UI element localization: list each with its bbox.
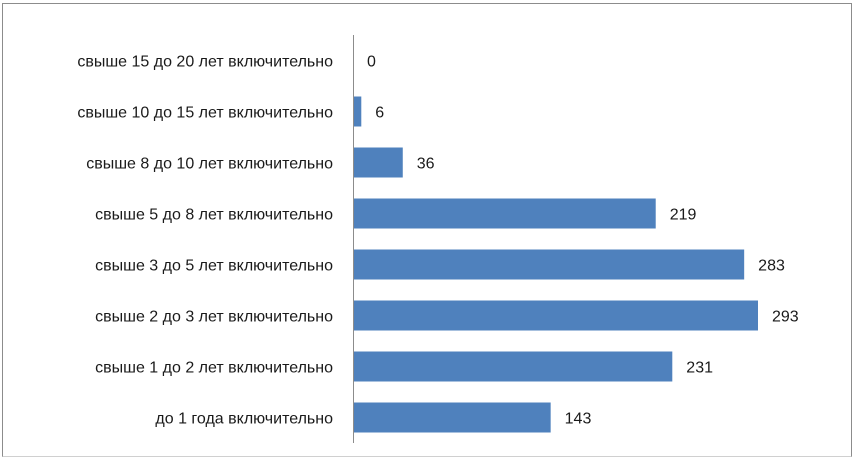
value-labels-group: 143 231 293 283 219 36 6 0 [367,54,799,428]
category-label-5: свыше 8 до 10 лет включительно [86,156,333,173]
category-label-2: свыше 2 до 3 лет включительно [95,309,333,326]
category-labels-group: до 1 года включительно свыше 1 до 2 лет в… [77,54,333,428]
bar-4 [353,198,656,229]
value-label-3: 283 [758,258,785,275]
bars-group [353,96,758,433]
category-label-3: свыше 3 до 5 лет включительно [95,258,333,275]
category-label-0: до 1 года включительно [155,411,333,428]
bar-5 [353,147,403,178]
category-label-4: свыше 5 до 8 лет включительно [95,207,333,224]
value-label-0: 143 [565,411,592,428]
value-label-1: 231 [686,360,713,377]
category-label-6: свыше 10 до 15 лет включительно [77,105,333,122]
bar-1 [353,351,673,382]
value-label-4: 219 [670,207,697,224]
bar-0 [353,402,551,433]
bar-3 [353,249,745,280]
category-label-7: свыше 15 до 20 лет включительно [77,54,333,71]
value-label-7: 0 [367,54,376,71]
value-label-6: 6 [375,105,384,122]
bar-2 [353,300,758,331]
bar-6 [353,96,362,127]
value-label-5: 36 [417,156,435,173]
value-label-2: 293 [772,309,799,326]
category-label-1: свыше 1 до 2 лет включительно [95,360,333,377]
